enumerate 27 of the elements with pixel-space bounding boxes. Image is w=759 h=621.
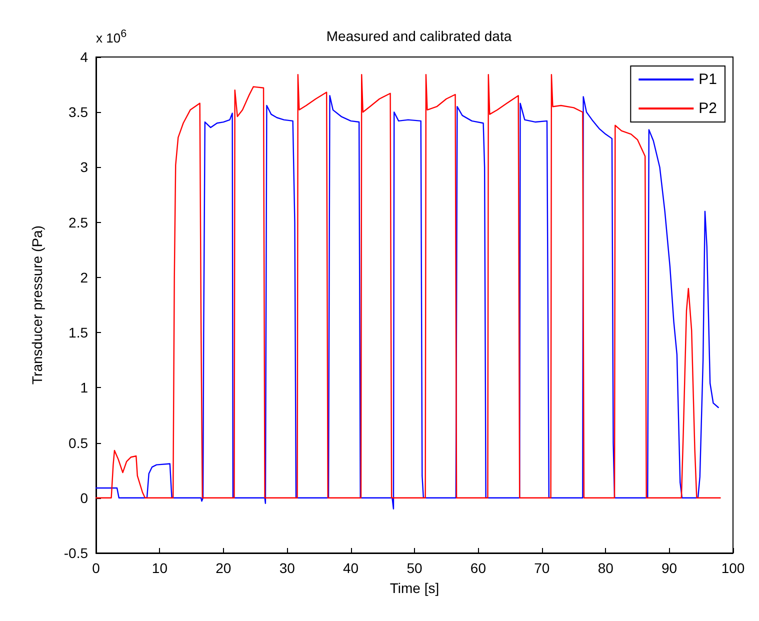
y-tick-label: 1.5 <box>68 324 88 341</box>
y-tick-label: -0.5 <box>64 545 88 561</box>
x-axis-title: Time [s] <box>390 580 440 596</box>
y-tick-label: 3 <box>80 159 88 176</box>
x-tick-label: 0 <box>92 560 100 576</box>
legend-label: P1 <box>698 71 718 88</box>
y-tick-label: 0.5 <box>68 434 88 451</box>
text: x 10$^{6}$ <box>96 28 127 46</box>
x-tick-label: 70 <box>534 560 550 576</box>
x-tick-label: 20 <box>216 560 232 576</box>
legend-label: P2 <box>698 100 718 117</box>
y-tick-label: 2 <box>80 269 88 286</box>
x-tick-label: 10 <box>152 560 168 576</box>
y-tick-label: 2.5 <box>68 214 88 230</box>
chart-title: Measured and calibrated data <box>326 28 512 44</box>
x-tick-label: 100 <box>721 560 745 576</box>
x-tick-label: 30 <box>279 560 296 576</box>
y-tick-label: 3.5 <box>68 104 88 120</box>
x-tick-label: 40 <box>343 560 359 576</box>
y-tick-label: 1 <box>80 380 88 396</box>
x-tick-label: 50 <box>406 560 422 576</box>
x-tick-label: 80 <box>598 560 614 576</box>
y-tick-label: 4 <box>80 49 88 65</box>
y-axis-title: Transducer pressure (Pa) <box>29 226 45 384</box>
y-tick-label: 0 <box>80 490 88 506</box>
x-tick-label: 90 <box>662 560 678 576</box>
x-tick-label: 60 <box>470 560 486 576</box>
